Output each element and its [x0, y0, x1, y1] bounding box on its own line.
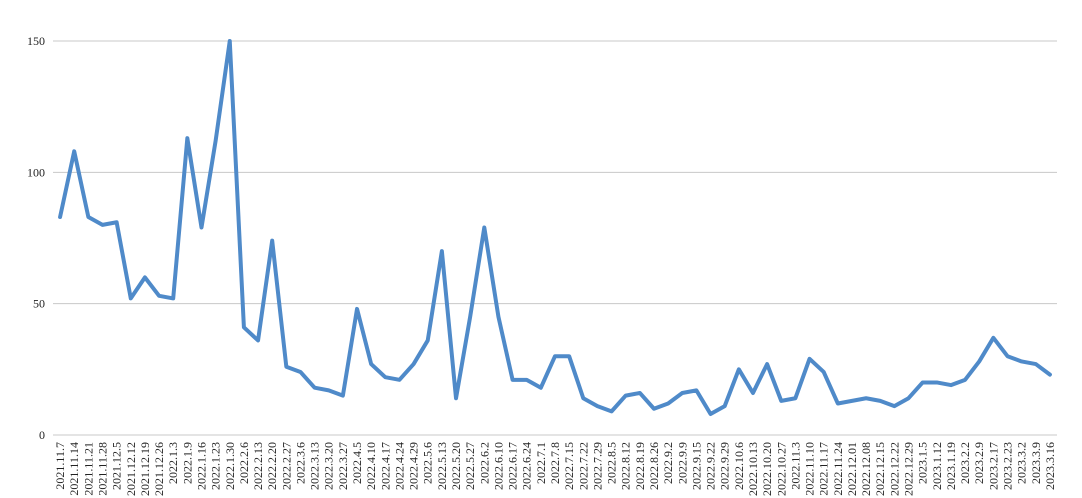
x-tick-label: 2022.12.29: [902, 442, 916, 496]
x-tick-label: 2021.11.28: [95, 442, 109, 496]
x-tick-label: 2023.1.12: [930, 442, 944, 490]
x-tick-label: 2022.10.20: [760, 442, 774, 496]
x-tick-label: 2022.11.3: [788, 442, 802, 490]
x-tick-label: 2021.11.7: [53, 442, 67, 490]
x-tick-label: 2023.2.2: [958, 442, 972, 484]
x-tick-label: 2022.5.20: [449, 442, 463, 490]
x-tick-label: 2022.4.10: [364, 442, 378, 490]
x-tick-label: 2022.1.23: [209, 442, 223, 490]
x-tick-label: 2023.3.2: [1015, 442, 1029, 484]
x-tick-label: 2022.8.12: [619, 442, 633, 490]
x-tick-label: 2022.5.27: [463, 442, 477, 490]
x-tick-label: 2023.2.9: [972, 442, 986, 484]
x-tick-label: 2021.11.21: [81, 442, 95, 496]
x-tick-label: 2022.6.2: [477, 442, 491, 484]
x-tick-label: 2022.1.16: [194, 442, 208, 490]
x-tick-label: 2023.2.23: [1001, 442, 1015, 490]
x-tick-label: 2022.3.27: [336, 442, 350, 490]
x-tick-label: 2022.1.30: [223, 442, 237, 490]
x-tick-label: 2022.5.13: [435, 442, 449, 490]
x-tick-label: 2022.4.29: [407, 442, 421, 490]
x-tick-label: 2022.9.29: [718, 442, 732, 490]
x-tick-label: 2021.12.19: [138, 442, 152, 496]
x-tick-label: 2022.4.17: [378, 442, 392, 490]
x-tick-label: 2022.4.5: [350, 442, 364, 484]
x-tick-label: 2022.3.6: [293, 442, 307, 484]
y-tick-label: 100: [27, 165, 45, 179]
x-tick-label: 2022.11.17: [817, 442, 831, 496]
x-tick-label: 2022.2.6: [237, 442, 251, 484]
x-tick-label: 2022.11.10: [803, 442, 817, 496]
x-tick-label: 2022.7.8: [548, 442, 562, 484]
y-tick-label: 0: [39, 428, 45, 442]
y-tick-label: 150: [27, 34, 45, 48]
x-tick-label: 2022.7.22: [576, 442, 590, 490]
x-tick-label: 2022.2.27: [279, 442, 293, 490]
x-tick-label: 2022.7.29: [590, 442, 604, 490]
x-tick-label: 2022.3.20: [322, 442, 336, 490]
x-tick-label: 2023.2.17: [986, 442, 1000, 490]
x-tick-label: 2023.1.19: [944, 442, 958, 490]
x-tick-label: 2021.12.5: [110, 442, 124, 490]
x-tick-label: 2022.1.3: [166, 442, 180, 484]
line-series: [58, 39, 1052, 416]
x-tick-label: 2022.2.20: [265, 442, 279, 490]
x-tick-label: 2022.12.15: [873, 442, 887, 496]
x-tick-label: 2022.12.22: [887, 442, 901, 496]
x-tick-label: 2022.6.24: [520, 442, 534, 490]
x-tick-label: 2021.12.12: [124, 442, 138, 496]
x-tick-label: 2022.12.01: [845, 442, 859, 496]
x-tick-label: 2022.9.2: [661, 442, 675, 484]
x-tick-label: 2023.1.5: [916, 442, 930, 484]
x-tick-label: 2022.11.24: [831, 442, 845, 496]
x-tick-label: 2022.7.1: [534, 442, 548, 484]
x-tick-label: 2022.10.6: [732, 442, 746, 490]
x-tick-label: 2022.4.24: [392, 442, 406, 490]
x-tick-label: 2022.8.19: [633, 442, 647, 490]
x-tick-label: 2022.9.15: [689, 442, 703, 490]
x-tick-label: 2022.9.22: [704, 442, 718, 490]
x-tick-label: 2023.3.16: [1043, 442, 1057, 490]
x-tick-label: 2023.3.9: [1029, 442, 1043, 484]
x-tick-label: 2022.10.27: [774, 442, 788, 496]
x-tick-label: 2022.6.10: [491, 442, 505, 490]
x-tick-label: 2022.1.9: [180, 442, 194, 484]
x-tick-label: 2022.3.13: [308, 442, 322, 490]
x-tick-label: 2021.11.14: [67, 442, 81, 496]
x-tick-label: 2022.5.6: [421, 442, 435, 484]
x-tick-label: 2022.7.15: [562, 442, 576, 490]
x-tick-label: 2022.6.17: [506, 442, 520, 490]
y-tick-label: 50: [33, 297, 45, 311]
x-tick-label: 2021.12.26: [152, 442, 166, 496]
x-tick-label: 2022.10.13: [746, 442, 760, 496]
x-tick-label: 2022.12.08: [859, 442, 873, 496]
x-tick-label: 2022.8.26: [647, 442, 661, 490]
x-tick-label: 2022.9.9: [675, 442, 689, 484]
x-tick-label: 2022.8.5: [605, 442, 619, 484]
x-tick-label: 2022.2.13: [251, 442, 265, 490]
